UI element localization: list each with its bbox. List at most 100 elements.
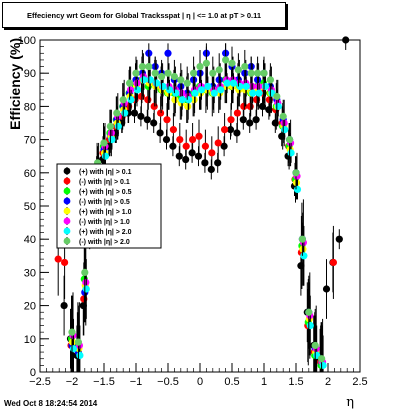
legend-entry-label: (+) with |η| > 2.0 xyxy=(79,229,132,236)
data-point xyxy=(82,285,90,293)
data-point xyxy=(214,159,222,167)
data-point xyxy=(126,79,134,87)
data-point xyxy=(319,361,327,369)
y-tick-label: 70 xyxy=(24,135,36,147)
data-point xyxy=(207,165,215,174)
data-point xyxy=(158,72,166,81)
data-point xyxy=(266,76,274,84)
legend-entry-label: (-) with |η| > 0.5 xyxy=(79,199,130,206)
data-point xyxy=(183,79,191,87)
data-point xyxy=(164,69,172,77)
data-point xyxy=(208,149,216,157)
data-point xyxy=(311,341,319,350)
data-point xyxy=(202,59,210,67)
data-point xyxy=(163,116,171,124)
data-point xyxy=(60,302,68,310)
x-tick-label: 1.5 xyxy=(288,376,303,388)
y-tick-label: 30 xyxy=(24,267,36,279)
data-point xyxy=(177,76,185,84)
x-axis-label: η xyxy=(346,395,354,410)
data-point xyxy=(293,185,302,193)
data-point xyxy=(178,89,186,97)
data-point xyxy=(223,79,231,87)
data-point xyxy=(172,89,180,97)
x-tick-label: −1.5 xyxy=(93,376,115,388)
data-point xyxy=(201,142,209,150)
data-point xyxy=(260,69,268,77)
y-tick-label: 40 xyxy=(24,234,36,246)
data-point xyxy=(146,76,154,84)
legend-entry-label: (-) with |η| > 1.0 xyxy=(79,219,130,226)
data-point xyxy=(127,96,135,104)
data-point xyxy=(150,102,158,110)
data-point xyxy=(254,69,262,77)
data-point xyxy=(194,152,203,160)
data-point xyxy=(214,139,222,147)
legend-box xyxy=(56,163,162,249)
data-point xyxy=(246,119,254,127)
y-tick-label: 60 xyxy=(24,168,36,180)
data-point xyxy=(292,169,300,177)
data-point xyxy=(175,152,183,160)
data-point xyxy=(234,66,242,74)
x-tick-label: −2.5 xyxy=(29,376,51,388)
data-point xyxy=(233,109,241,117)
data-point xyxy=(68,328,76,336)
data-point xyxy=(159,82,167,91)
data-point xyxy=(162,136,171,144)
data-point xyxy=(106,122,114,130)
data-point xyxy=(221,126,229,134)
data-point xyxy=(322,285,331,293)
data-point xyxy=(143,116,151,124)
data-point xyxy=(169,126,177,134)
data-point xyxy=(236,82,244,91)
x-tick-label: 0 xyxy=(197,376,203,388)
y-tick-label: 100 xyxy=(18,35,36,47)
y-tick-label: 90 xyxy=(24,68,36,80)
data-point xyxy=(113,109,121,117)
data-point xyxy=(306,321,314,330)
data-point xyxy=(150,119,158,127)
data-point xyxy=(318,355,326,363)
data-point xyxy=(144,96,152,104)
x-tick-label: 1 xyxy=(261,376,267,388)
data-point xyxy=(101,152,110,160)
data-point xyxy=(178,96,186,104)
x-tick-label: −0.5 xyxy=(157,376,179,388)
data-point xyxy=(195,132,203,140)
data-point xyxy=(248,82,256,91)
legend-entry-label: (-) with |η| > 2.0 xyxy=(79,239,130,246)
data-point xyxy=(329,258,337,267)
x-tick-label: −1 xyxy=(130,376,143,388)
legend-marker xyxy=(63,207,71,215)
data-point xyxy=(69,345,78,353)
x-tick-label: 2.5 xyxy=(352,376,367,388)
chart-title: Effeciency wrt Geom for Global Tracksspa… xyxy=(26,10,262,20)
data-point xyxy=(228,59,236,67)
data-point xyxy=(76,351,84,359)
data-point xyxy=(298,235,306,243)
y-tick-label: 50 xyxy=(24,201,36,213)
data-point xyxy=(217,86,225,94)
legend-entry-label: (+) with |η| > 0.1 xyxy=(79,169,132,176)
data-point xyxy=(209,69,217,77)
data-point xyxy=(274,102,282,110)
data-point xyxy=(204,82,212,91)
data-point xyxy=(156,129,164,137)
legend-entry-label: (+) with |η| > 1.0 xyxy=(79,209,132,216)
data-point xyxy=(241,62,249,71)
data-point xyxy=(222,56,230,64)
y-tick-label: 20 xyxy=(24,301,36,313)
data-point xyxy=(335,235,343,243)
data-point xyxy=(196,62,204,71)
data-point xyxy=(215,66,223,74)
data-point xyxy=(240,102,248,110)
data-point xyxy=(170,72,178,81)
x-tick-label: 2 xyxy=(325,376,331,388)
y-axis-label: Efficiency (%) xyxy=(7,38,23,130)
data-point xyxy=(164,49,172,57)
data-point xyxy=(81,268,89,276)
legend-marker xyxy=(63,237,71,245)
data-point xyxy=(279,112,287,120)
data-point xyxy=(184,102,192,110)
